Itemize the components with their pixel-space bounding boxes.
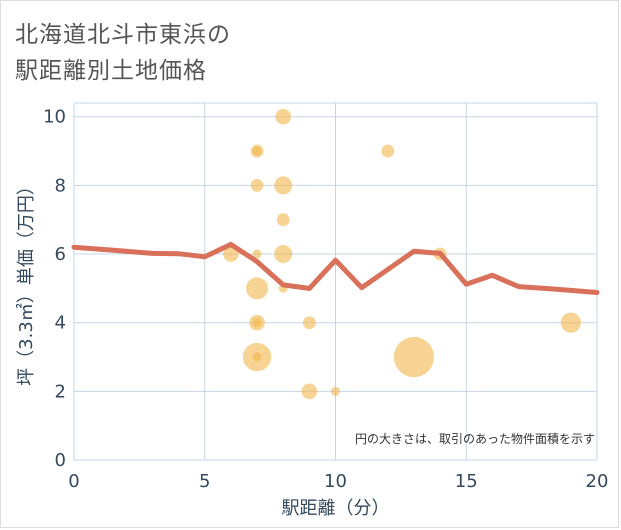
scatter-point [252,249,262,259]
y-tick-label: 8 [55,175,66,196]
y-tick-label: 4 [55,313,66,334]
x-tick-label: 10 [324,471,347,492]
scatter-point [274,176,293,195]
x-tick-label: 5 [199,471,210,492]
scatter-point [274,245,293,264]
x-tick-label: 20 [586,471,609,492]
scatter-point [560,312,581,333]
x-tick-label: 0 [68,471,79,492]
scatter-point [302,316,316,330]
plot-border [73,102,598,461]
y-tick-label: 6 [55,244,66,265]
y-tick-label: 10 [43,107,66,128]
chart-title-line2: 駅距離別土地価格 [15,58,207,84]
chart-title-line1: 北海道北斗市東浜の [15,22,231,48]
trend-line [71,241,600,295]
scatter-point [250,178,264,192]
scatter-point [252,352,262,362]
scatter-point [393,336,435,378]
y-axis-label: 坪（3.3㎡）単価（万円） [15,177,37,386]
scatter-point [331,386,340,396]
size-note: 円の大きさは、取引のあった物件面積を示す [355,431,595,446]
scatter-point [381,144,395,158]
scatter-point [252,146,262,156]
scatter-point [252,318,262,328]
axes: 0 5 10 15 20 0 2 4 6 8 10 [43,107,608,492]
y-tick-label: 2 [55,381,66,402]
y-tick-label: 0 [55,450,66,471]
scatter-point [276,213,290,227]
x-axis-label: 駅距離（分） [282,498,390,519]
grid [73,102,598,461]
scatter-point [275,108,292,125]
scatter-point [223,246,239,262]
scatter-point [246,277,269,300]
trend-line-group [71,241,600,295]
bubble-series [223,108,581,400]
x-tick-label: 15 [455,471,478,492]
scatter-point [301,383,318,400]
